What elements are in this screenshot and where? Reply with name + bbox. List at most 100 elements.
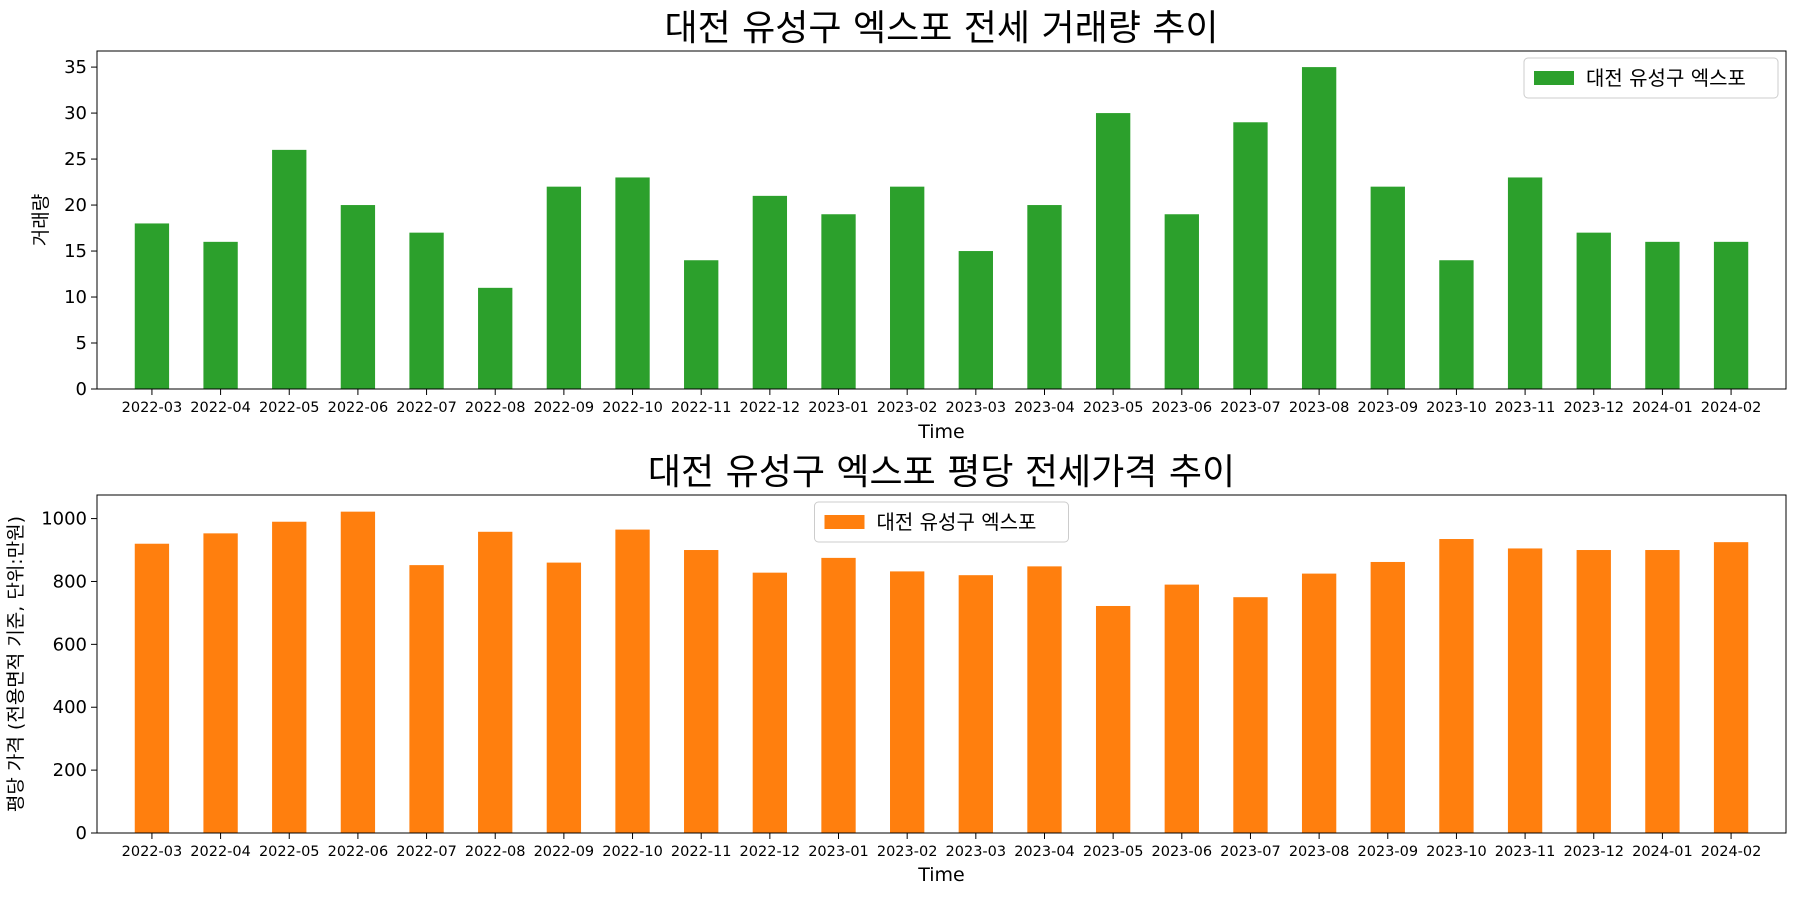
x-tick-label: 2024-02 xyxy=(1701,400,1762,416)
bar xyxy=(1576,550,1611,833)
bar xyxy=(821,557,856,833)
bar xyxy=(1645,550,1680,833)
bar xyxy=(272,149,307,389)
x-tick-label: 2022-04 xyxy=(190,844,251,860)
bar xyxy=(958,575,993,833)
x-tick-label: 2022-09 xyxy=(534,844,595,860)
bar xyxy=(1439,539,1474,833)
y-axis-label: 거래량 xyxy=(30,194,52,246)
y-tick-label: 10 xyxy=(64,287,87,308)
x-tick-label: 2022-05 xyxy=(259,844,320,860)
chart-title: 대전 유성구 엑스포 평당 전세가격 추이 xyxy=(648,452,1235,493)
bar xyxy=(546,562,582,833)
bar xyxy=(546,186,582,389)
bar xyxy=(615,529,650,833)
bar xyxy=(478,287,513,389)
x-tick-label: 2023-01 xyxy=(808,844,869,860)
y-tick-label: 400 xyxy=(53,697,87,718)
y-tick-label: 200 xyxy=(53,760,87,781)
y-tick-label: 30 xyxy=(64,103,87,124)
bar xyxy=(1164,214,1199,389)
x-tick-label: 2023-09 xyxy=(1357,844,1418,860)
x-tick-label: 2023-08 xyxy=(1289,400,1350,416)
chart-2: 대전 유성구 엑스포 평당 전세가격 추이 0 200 400 600 800 1000 20… xyxy=(5,452,1787,886)
x-tick-label: 2023-02 xyxy=(877,844,938,860)
x-tick-label: 2023-02 xyxy=(877,400,938,416)
x-tick-label: 2022-06 xyxy=(328,400,389,416)
x-tick-label: 2024-02 xyxy=(1701,844,1762,860)
bar xyxy=(890,571,925,833)
legend: 대전 유성구 엑스포 xyxy=(814,501,1069,543)
y-tick-label: 0 xyxy=(76,379,87,400)
y-tick-label: 25 xyxy=(64,149,87,170)
bar xyxy=(1164,584,1199,833)
bar xyxy=(752,572,788,833)
legend-box xyxy=(814,501,1069,543)
bar xyxy=(1301,573,1337,833)
x-tick-label: 2022-08 xyxy=(465,844,526,860)
x-tick-label: 2023-08 xyxy=(1289,844,1350,860)
x-tick-label: 2022-08 xyxy=(465,400,526,416)
legend-label: 대전 유성구 엑스포 xyxy=(1586,66,1746,90)
legend-swatch xyxy=(1534,71,1574,85)
x-tick-label: 2022-10 xyxy=(602,400,663,416)
bar xyxy=(409,232,444,389)
bar xyxy=(1576,232,1611,389)
bar xyxy=(1507,548,1543,833)
bar xyxy=(1027,205,1062,389)
plot-frame xyxy=(96,494,1787,834)
x-tick-label: 2022-07 xyxy=(396,844,457,860)
y-tick-label: 1000 xyxy=(41,509,87,530)
x-tick-label: 2022-06 xyxy=(328,844,389,860)
bar xyxy=(890,186,925,389)
y-tick-label: 600 xyxy=(53,634,87,655)
x-tick-label: 2022-10 xyxy=(602,844,663,860)
x-tick-label: 2023-05 xyxy=(1083,400,1144,416)
x-tick-label: 2023-10 xyxy=(1426,844,1487,860)
bar xyxy=(1713,241,1749,389)
bar xyxy=(1370,561,1405,833)
bar xyxy=(272,521,307,833)
x-tick-label: 2023-12 xyxy=(1563,400,1624,416)
x-tick-label: 2023-04 xyxy=(1014,400,1075,416)
x-tick-label: 2023-09 xyxy=(1357,400,1418,416)
x-tick-label: 2023-12 xyxy=(1563,844,1624,860)
bar xyxy=(1370,186,1405,389)
bar xyxy=(1095,113,1131,389)
x-tick-label: 2023-07 xyxy=(1220,844,1281,860)
chart-1: 대전 유성구 엑스포 전세 거래량 추이 0 5 10 15 20 25 30 35 2022-0… xyxy=(30,8,1787,443)
x-tick-label: 2022-07 xyxy=(396,400,457,416)
bar xyxy=(821,214,856,389)
bar xyxy=(1713,542,1749,833)
bar xyxy=(1233,122,1268,389)
x-tick-label: 2024-01 xyxy=(1632,400,1693,416)
x-tick-label: 2023-01 xyxy=(808,400,869,416)
x-tick-label: 2024-01 xyxy=(1632,844,1693,860)
bar xyxy=(684,260,719,389)
x-tick-label: 2022-05 xyxy=(259,400,320,416)
bar xyxy=(409,565,444,833)
x-tick-label: 2023-07 xyxy=(1220,400,1281,416)
bar xyxy=(134,543,170,833)
x-tick-label: 2023-11 xyxy=(1495,844,1556,860)
bar xyxy=(1645,241,1680,389)
bar xyxy=(1439,260,1474,389)
x-tick-label: 2023-04 xyxy=(1014,844,1075,860)
chart-title: 대전 유성구 엑스포 전세 거래량 추이 xyxy=(664,8,1218,49)
x-tick-label: 2022-12 xyxy=(740,844,801,860)
y-tick-label: 5 xyxy=(76,333,87,354)
x-tick-label: 2022-12 xyxy=(740,400,801,416)
x-tick-label: 2022-11 xyxy=(671,400,732,416)
bar xyxy=(340,205,376,389)
x-tick-label: 2022-04 xyxy=(190,400,251,416)
y-tick-label: 35 xyxy=(64,57,87,78)
bar xyxy=(203,533,238,833)
bar xyxy=(1027,566,1062,833)
x-tick-label: 2023-03 xyxy=(946,400,1007,416)
x-tick-label: 2022-03 xyxy=(122,400,183,416)
y-tick-label: 20 xyxy=(64,195,87,216)
x-tick-label: 2022-11 xyxy=(671,844,732,860)
bar xyxy=(1095,605,1131,833)
x-tick-label: 2023-03 xyxy=(946,844,1007,860)
